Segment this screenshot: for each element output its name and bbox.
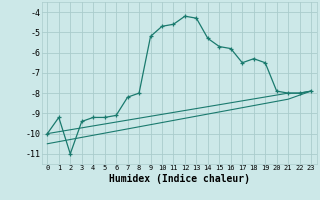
X-axis label: Humidex (Indice chaleur): Humidex (Indice chaleur) <box>109 174 250 184</box>
